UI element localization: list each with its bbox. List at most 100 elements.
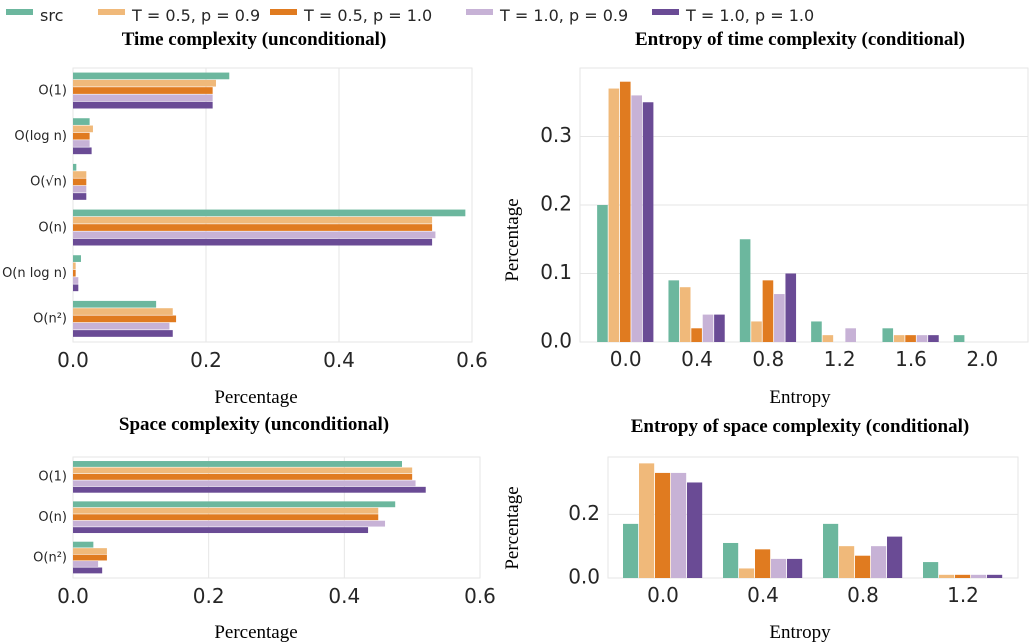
x-tick-label: 0.4 [323,348,355,372]
bar [73,262,76,270]
bar [73,163,77,171]
bar [893,335,905,342]
bar [771,558,787,578]
bar [73,255,81,262]
bar [751,321,762,342]
bar [939,574,955,578]
bar [597,205,608,342]
bar [655,472,671,578]
y-axis-label: Percentage [502,198,523,281]
x-tick-label: 0.0 [647,583,679,607]
legend-swatch [6,9,33,15]
bar [73,209,466,217]
bar [755,549,771,578]
legend-swatch [466,9,493,15]
category-label: O(1) [38,470,67,485]
bar [822,335,834,342]
bar [73,193,87,200]
bar [811,321,822,342]
bar [871,546,887,578]
y-tick-label: 0.3 [540,123,572,147]
category-label: O(n) [38,510,67,525]
legend-label: src [40,6,63,25]
bar [774,294,785,342]
bar [73,548,107,555]
bar [723,542,739,578]
bar [73,216,433,224]
bar [73,527,369,534]
plot-frame [607,456,1019,579]
legend-label: T = 1.0, p = 1.0 [685,6,814,25]
y-tick-label: 0.2 [540,192,572,216]
bar [679,287,691,342]
plot-frame [579,67,1029,343]
chart-title: Time complexity (unconditional) [122,29,387,50]
bar [73,507,379,514]
category-label: O(√n) [30,175,67,190]
y-tick-label: 0.0 [568,565,600,589]
bar [739,568,755,578]
x-tick-label: 1.2 [947,583,979,607]
legend-label: T = 1.0, p = 0.9 [499,6,628,25]
bar [73,147,92,155]
bar [73,561,99,567]
chart-title: Entropy of space complexity (conditional… [631,416,969,437]
bar [73,140,90,147]
x-tick-label: 0.6 [464,584,496,608]
category-label: O(n²) [33,550,67,565]
bar [73,87,213,94]
bar [73,520,386,527]
bar [953,335,965,342]
bar [73,315,177,323]
bar [73,224,433,231]
x-tick-label: 0.4 [328,584,360,608]
x-tick-label: 0.8 [847,583,879,607]
bar [855,555,871,578]
bar [73,501,396,508]
x-tick-label: 1.6 [895,347,927,371]
bar [702,314,714,342]
bar [73,79,216,87]
bar [73,473,413,480]
x-tick-label: 2.0 [966,347,998,371]
bar [668,280,680,342]
bar [739,239,751,342]
bar [955,574,971,578]
bar [714,314,725,342]
x-tick-label: 0.8 [752,347,784,371]
bar [73,118,90,125]
bar [73,514,379,521]
bar [623,523,639,578]
bar [73,300,157,308]
x-tick-label: 1.2 [824,347,856,371]
category-label: O(n) [38,220,67,235]
bar [73,185,87,193]
plot-frame [72,67,473,343]
bar [887,536,903,578]
bar [73,322,170,330]
bar [619,81,631,342]
bar [73,480,416,487]
x-tick-label: 0.0 [57,348,89,372]
chart-title: Entropy of time complexity (conditional) [635,29,965,50]
bar [73,308,173,315]
bar [73,94,213,102]
bar [73,125,93,133]
chart-space-complexity: Space complexity (unconditional) Percent… [33,414,496,643]
y-tick-label: 0.1 [540,260,572,284]
bar [905,335,916,342]
bar [73,541,94,548]
x-axis-label: Percentage [214,622,297,643]
x-axis-label: Entropy [769,622,831,643]
bar [608,88,620,342]
legend-swatch [652,9,679,15]
bar [73,554,107,561]
legend-item: T = 1.0, p = 0.9 [466,6,628,25]
bar [73,231,436,239]
y-tick-label: 0.0 [540,329,572,353]
legend-label: T = 0.5, p = 1.0 [303,6,432,25]
legend-label: T = 0.5, p = 0.9 [131,6,260,25]
bar [73,467,413,474]
bar [987,574,1003,578]
